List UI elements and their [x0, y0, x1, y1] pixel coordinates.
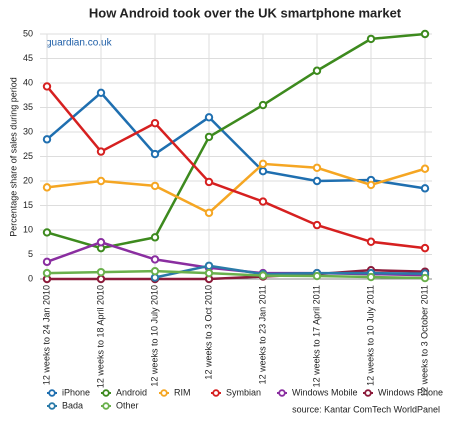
data-point — [150, 181, 160, 191]
legend-marker — [364, 389, 372, 397]
data-point — [42, 82, 52, 91]
data-point — [150, 118, 160, 128]
data-point — [258, 271, 268, 280]
data-point — [420, 164, 430, 173]
series-line — [46, 91, 426, 190]
legend-marker — [102, 402, 110, 410]
series-line — [46, 269, 426, 280]
data-point — [204, 268, 214, 278]
data-point — [366, 34, 376, 44]
source: source: Kantar ComTech WorldPanel — [292, 404, 440, 414]
data-point — [42, 257, 52, 267]
data-point — [96, 238, 106, 247]
y-tick-label: 25 — [23, 151, 33, 161]
series-line — [154, 264, 426, 279]
x-tick-label: 12 weeks to 17 April 2011 — [311, 285, 321, 387]
legend-label: Windows Phone — [378, 387, 443, 397]
data-point — [96, 147, 106, 156]
data-point — [366, 237, 376, 246]
legend-marker — [278, 389, 286, 397]
y-tick-label: 15 — [23, 200, 33, 210]
legend-marker — [160, 389, 168, 397]
data-point — [150, 149, 160, 159]
data-point — [420, 29, 430, 39]
x-tick-label: 12 weeks to 10 July 2010 — [149, 285, 159, 387]
data-point — [258, 197, 268, 206]
data-point — [420, 184, 430, 193]
series-line — [47, 268, 426, 281]
x-tick-label: 12 weeks to 18 April 2010 — [95, 285, 105, 388]
x-tick-label: 12 weeks to 3 Oct 2010 — [203, 285, 213, 380]
x-tick-label: 12 weeks to 24 Jan 2010 — [41, 285, 51, 385]
legend-label: RIM — [174, 387, 191, 397]
x-tick-label: 12 weeks to 23 Jan 2011 — [257, 285, 267, 384]
legend-label: iPhone — [62, 387, 90, 397]
legend-label: Windows Mobile — [292, 387, 358, 397]
y-tick-label: 0 — [28, 273, 33, 283]
data-point — [204, 208, 214, 218]
data-point — [258, 159, 268, 169]
data-point — [420, 273, 430, 283]
x-tick-label: 12 weeks to 10 July 2011 — [365, 285, 375, 386]
data-point — [312, 66, 322, 75]
y-tick-label: 40 — [23, 77, 33, 87]
data-point — [204, 177, 214, 187]
data-point — [150, 233, 160, 242]
data-point — [150, 255, 160, 264]
data-point — [96, 274, 106, 284]
legend-marker — [48, 402, 56, 410]
y-tick-label: 5 — [28, 249, 33, 259]
data-point — [42, 183, 52, 192]
data-point — [258, 100, 268, 110]
x-tick-label: 12 weeks to 3 October 2011 — [419, 285, 429, 397]
data-point — [312, 271, 322, 281]
data-point — [204, 261, 214, 270]
data-point — [150, 266, 160, 276]
data-point — [366, 180, 376, 190]
y-tick-label: 20 — [23, 175, 33, 185]
data-point — [312, 163, 322, 172]
data-point — [96, 267, 106, 277]
series-line — [46, 85, 426, 250]
data-point — [204, 113, 214, 122]
y-axis-label: Percentage share of sales during period — [8, 77, 18, 237]
y-tick-label: 10 — [23, 224, 33, 234]
data-point — [366, 272, 376, 282]
data-point — [312, 220, 322, 230]
y-tick-label: 35 — [23, 102, 33, 112]
data-point — [42, 228, 52, 237]
data-point — [96, 88, 106, 98]
chart-subtitle: guardian.co.uk — [46, 38, 113, 49]
y-tick-label: 50 — [23, 28, 33, 38]
legend-label: Bada — [62, 400, 83, 410]
legend-marker — [48, 389, 56, 397]
series-line — [46, 162, 426, 215]
legend-label: Other — [116, 400, 139, 410]
legend-marker — [212, 389, 220, 397]
data-point — [258, 167, 268, 176]
legend-label: Android — [116, 387, 147, 397]
data-point — [96, 176, 106, 186]
y-tick-label: 45 — [23, 53, 33, 63]
chart-title: How Android took over the UK smartphone … — [89, 5, 402, 20]
data-point — [312, 176, 322, 186]
y-tick-label: 30 — [23, 126, 33, 136]
data-point — [42, 268, 52, 278]
data-point — [204, 132, 214, 142]
legend-marker — [102, 389, 110, 397]
data-point — [420, 243, 430, 253]
data-point — [42, 135, 52, 144]
legend-label: Symbian — [226, 387, 261, 397]
series-line — [46, 32, 426, 250]
